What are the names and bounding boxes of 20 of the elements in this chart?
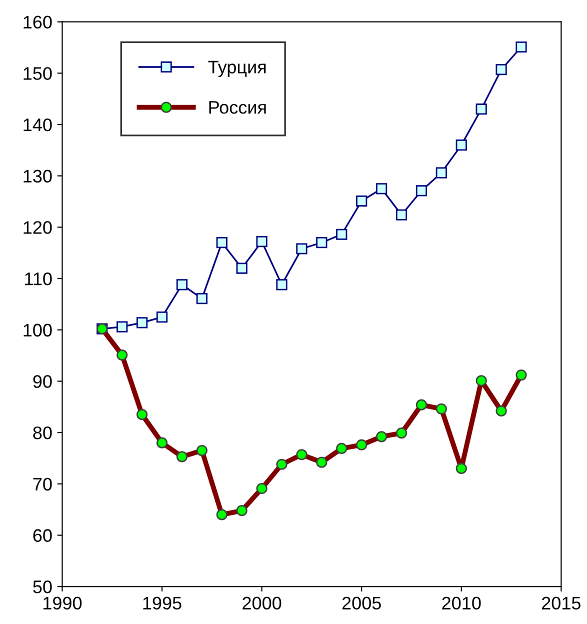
x-tick-label: 2010 xyxy=(442,596,481,610)
legend-label: Россия xyxy=(209,101,266,114)
x-tick-label: 1995 xyxy=(143,596,182,610)
y-tick-label: 130 xyxy=(24,170,52,183)
x-tick-label: 2005 xyxy=(342,596,381,610)
y-tick-label: 50 xyxy=(33,580,52,594)
legend-label: Турция xyxy=(208,60,266,78)
y-tick-label: 110 xyxy=(25,272,52,286)
y-tick-label: 120 xyxy=(24,221,52,234)
y-tick-label: 160 xyxy=(24,16,52,29)
y-tick-label: 90 xyxy=(33,375,52,388)
y-tick-label: 150 xyxy=(24,67,52,80)
x-tick-label: 2000 xyxy=(242,596,282,610)
y-tick-label: 140 xyxy=(24,118,52,132)
y-tick-label: 80 xyxy=(33,426,52,440)
x-tick-label: 1990 xyxy=(44,596,82,610)
y-tick-label: 70 xyxy=(33,478,52,491)
y-tick-label: 100 xyxy=(24,324,52,337)
y-tick-label: 60 xyxy=(33,529,52,542)
x-tick-label: 2015 xyxy=(542,596,580,610)
